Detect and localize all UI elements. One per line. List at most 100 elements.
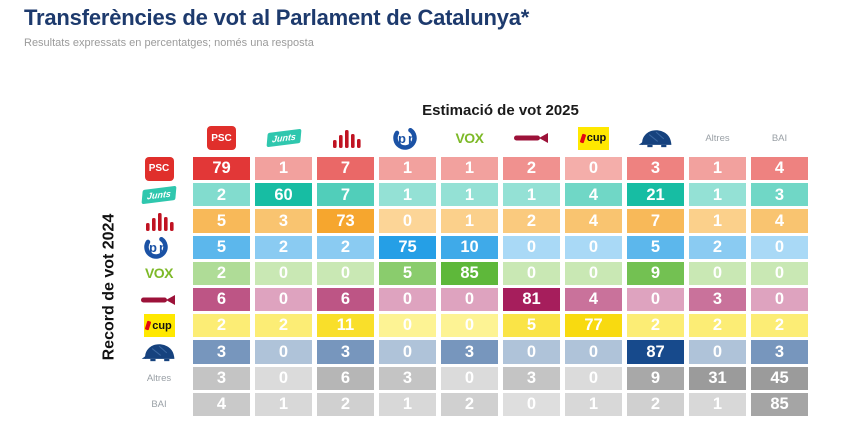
cell-pp-ac: 5 <box>627 235 684 259</box>
cup-flag-mark <box>579 133 587 143</box>
cell-pp-psc: 5 <box>193 235 250 259</box>
cell-junts-psc: 2 <box>193 183 250 207</box>
junts-logo: Junts <box>266 128 301 148</box>
cell-erc-ac: 7 <box>627 209 684 233</box>
cell-psc-vox: 1 <box>441 157 498 181</box>
cell-psc-comuns: 2 <box>503 157 560 181</box>
column-header-cup: cup <box>565 122 622 154</box>
cell-junts-ac: 21 <box>627 183 684 207</box>
cell-psc-junts: 1 <box>255 157 312 181</box>
cell-altres-cup: 0 <box>565 366 622 390</box>
cell-comuns-vox: 0 <box>441 287 498 312</box>
cup-logo: cup <box>578 126 609 150</box>
cell-comuns-pp: 0 <box>379 287 436 312</box>
page-title: Transferències de vot al Parlament de Ca… <box>24 5 530 30</box>
svg-text:p: p <box>408 131 416 146</box>
cell-junts-comuns: 1 <box>503 183 560 207</box>
cell-ac-vox: 3 <box>441 340 498 364</box>
cup-logo: cup <box>143 314 175 338</box>
cell-altres-ac: 9 <box>627 366 684 390</box>
cell-bai-ac: 2 <box>627 392 684 416</box>
cell-erc-pp: 0 <box>379 209 436 233</box>
cell-vox-ac: 9 <box>627 261 684 285</box>
vox-logo: VOX <box>455 130 484 146</box>
cell-altres-comuns: 3 <box>503 366 560 390</box>
comuns-logo <box>513 132 550 144</box>
cell-junts-junts: 60 <box>255 183 312 207</box>
cell-cup-junts: 2 <box>255 314 312 338</box>
cell-comuns-ac: 0 <box>627 287 684 312</box>
row-axis-title-wrap: Record de vot 2024 <box>98 157 120 416</box>
cell-comuns-erc: 6 <box>317 287 374 312</box>
cell-bai-junts: 1 <box>255 392 312 416</box>
column-header-altres: Altres <box>689 122 746 154</box>
cell-ac-cup: 0 <box>565 340 622 364</box>
cell-junts-bai: 3 <box>751 183 808 207</box>
cell-vox-psc: 2 <box>193 261 250 285</box>
cell-junts-pp: 1 <box>379 183 436 207</box>
row-axis-title: Record de vot 2024 <box>100 213 118 360</box>
cell-bai-altres: 1 <box>689 392 746 416</box>
cell-vox-pp: 5 <box>379 261 436 285</box>
cell-ac-altres: 0 <box>689 340 746 364</box>
cell-altres-altres: 31 <box>689 366 746 390</box>
cell-vox-junts: 0 <box>255 261 312 285</box>
cell-junts-erc: 7 <box>317 183 374 207</box>
column-header-erc <box>317 122 374 154</box>
cell-psc-ac: 3 <box>627 157 684 181</box>
bai-logo: BAI <box>151 398 167 410</box>
cell-altres-psc: 3 <box>193 366 250 390</box>
psc-logo: PSC <box>144 156 174 181</box>
row-header-erc <box>128 209 190 232</box>
cell-junts-vox: 1 <box>441 183 498 207</box>
cell-ac-junts: 0 <box>255 340 312 364</box>
column-header-row: PSC Junts p p VOX cup Altres BAI <box>193 122 808 154</box>
row-header-bai: BAI <box>128 393 190 416</box>
cell-erc-psc: 5 <box>193 209 250 233</box>
cell-psc-altres: 1 <box>689 157 746 181</box>
cell-ac-ac: 87 <box>627 340 684 364</box>
vox-logo: VOX <box>144 265 174 282</box>
row-header-vox: VOX <box>128 262 190 285</box>
cell-bai-bai: 85 <box>751 392 808 416</box>
cell-bai-cup: 1 <box>565 392 622 416</box>
cell-pp-altres: 2 <box>689 235 746 259</box>
cell-erc-comuns: 2 <box>503 209 560 233</box>
row-header-column: PSC Junts p p VOX cup Altres BAI <box>128 156 190 416</box>
cell-pp-junts: 2 <box>255 235 312 259</box>
transfer-matrix: 79 1 7 1 1 2 0 3 1 4 2 60 7 1 1 1 4 21 1 3 5 3 73 0 1 2 4 7 1 4 5 2 2 75 1… <box>193 157 808 416</box>
svg-text:p: p <box>398 131 406 146</box>
junts-logo: Junts <box>141 185 177 204</box>
cell-vox-bai: 0 <box>751 261 808 285</box>
row-header-comuns <box>128 288 190 311</box>
row-header-psc: PSC <box>128 156 190 181</box>
svg-text:p: p <box>149 240 157 255</box>
cell-pp-pp: 75 <box>379 235 436 259</box>
cell-comuns-psc: 6 <box>193 287 250 312</box>
column-header-vox: VOX <box>441 122 498 154</box>
cell-vox-vox: 85 <box>441 261 498 285</box>
altres-logo: Altres <box>705 132 730 144</box>
row-header-junts: Junts <box>128 183 190 206</box>
cell-vox-altres: 0 <box>689 261 746 285</box>
column-header-ac <box>627 122 684 154</box>
comuns-logo <box>141 294 177 306</box>
cell-cup-comuns: 5 <box>503 314 560 338</box>
cell-altres-bai: 45 <box>751 366 808 390</box>
cell-erc-erc: 73 <box>317 209 374 233</box>
cell-erc-altres: 1 <box>689 209 746 233</box>
cell-cup-vox: 0 <box>441 314 498 338</box>
cell-psc-psc: 79 <box>193 157 250 181</box>
cell-erc-vox: 1 <box>441 209 498 233</box>
cell-vox-comuns: 0 <box>503 261 560 285</box>
cell-cup-bai: 2 <box>751 314 808 338</box>
cell-comuns-altres: 3 <box>689 287 746 312</box>
erc-logo <box>144 210 174 232</box>
cup-flag-mark <box>144 320 152 331</box>
cell-psc-cup: 0 <box>565 157 622 181</box>
cell-pp-vox: 10 <box>441 235 498 259</box>
cell-pp-bai: 0 <box>751 235 808 259</box>
